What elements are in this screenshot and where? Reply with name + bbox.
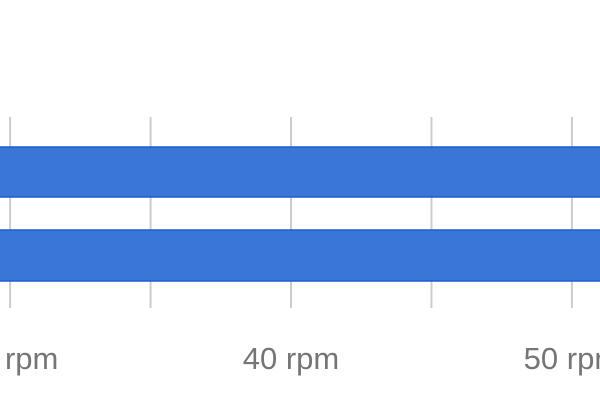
x-tick-label-30: 30 rpm xyxy=(0,341,58,376)
x-tick-label-50: 50 rpm xyxy=(524,341,600,376)
x-tick-label-40: 40 rpm xyxy=(243,341,339,376)
bar-2 xyxy=(0,229,600,282)
bar-1 xyxy=(0,146,600,198)
